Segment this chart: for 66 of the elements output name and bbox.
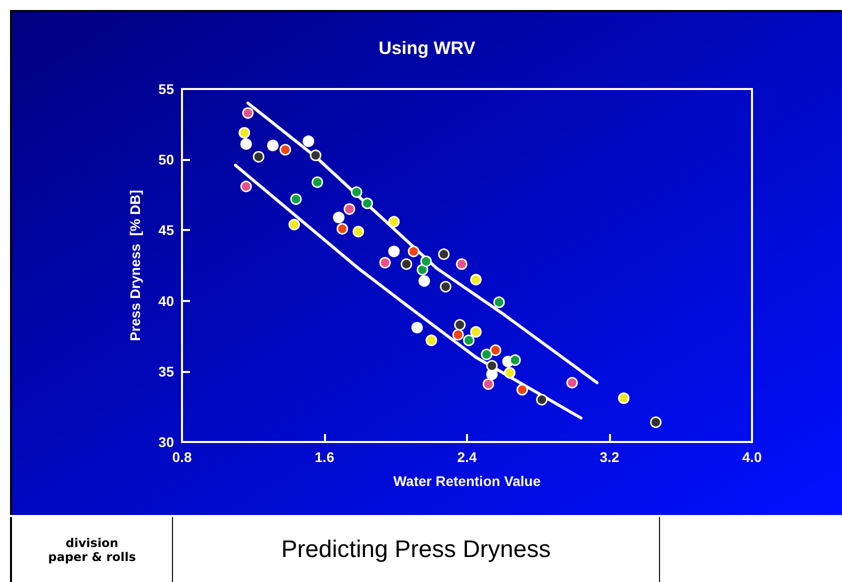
point bbox=[333, 212, 344, 224]
point bbox=[400, 258, 412, 270]
point bbox=[470, 326, 482, 338]
point bbox=[418, 275, 430, 287]
point bbox=[438, 248, 450, 260]
point bbox=[344, 203, 356, 215]
point bbox=[290, 193, 302, 205]
point bbox=[452, 328, 464, 340]
point bbox=[536, 394, 548, 406]
x-tick-label: 3.2 bbox=[600, 449, 620, 465]
text: Predicting Press Dryness bbox=[173, 517, 660, 582]
point bbox=[288, 218, 300, 230]
point bbox=[463, 334, 475, 346]
y-tick-label: 45 bbox=[158, 222, 174, 238]
point bbox=[493, 296, 505, 308]
chart-title: Using WRV bbox=[378, 38, 476, 58]
x-tick-label: 1.6 bbox=[314, 449, 334, 465]
point bbox=[379, 256, 391, 268]
point bbox=[411, 322, 423, 334]
y-tick-label: 50 bbox=[158, 152, 174, 168]
point bbox=[650, 416, 662, 428]
point bbox=[490, 344, 502, 356]
x-tick-label: 4.0 bbox=[742, 449, 762, 465]
point bbox=[242, 107, 254, 119]
point bbox=[336, 223, 348, 235]
point bbox=[408, 246, 420, 258]
point bbox=[352, 226, 364, 238]
point bbox=[267, 140, 279, 152]
point bbox=[252, 151, 264, 163]
point bbox=[416, 264, 428, 276]
point bbox=[516, 384, 528, 396]
point bbox=[350, 186, 362, 198]
point bbox=[280, 144, 292, 156]
x-tick-label: 2.4 bbox=[457, 449, 477, 465]
y-tick-label: 40 bbox=[158, 292, 174, 309]
point bbox=[486, 360, 498, 372]
point bbox=[482, 378, 494, 390]
point bbox=[420, 256, 432, 268]
x-tick-label: 0.8 bbox=[172, 449, 192, 465]
x-axis-title: Water Retention Value bbox=[393, 473, 541, 489]
point bbox=[456, 258, 468, 270]
point bbox=[302, 135, 314, 147]
point bbox=[362, 198, 373, 210]
line-series bbox=[246, 102, 599, 384]
point bbox=[388, 246, 400, 258]
text: division paper & rolls bbox=[12, 517, 173, 582]
point bbox=[388, 216, 400, 228]
y-axis-title: Press Dryness [% DB] bbox=[127, 190, 143, 341]
point bbox=[509, 354, 521, 366]
y-tick-label: 30 bbox=[158, 434, 174, 450]
line-series bbox=[234, 164, 582, 420]
point bbox=[440, 280, 452, 292]
point bbox=[504, 367, 516, 379]
point bbox=[470, 274, 482, 286]
point bbox=[566, 376, 578, 388]
point bbox=[310, 150, 322, 162]
point bbox=[312, 176, 324, 188]
point bbox=[240, 138, 252, 150]
y-tick-label: 35 bbox=[158, 363, 174, 380]
point bbox=[618, 392, 630, 404]
point bbox=[426, 334, 438, 346]
y-tick-label: 55 bbox=[158, 81, 174, 97]
point bbox=[238, 127, 250, 139]
point bbox=[454, 319, 466, 331]
point bbox=[480, 348, 492, 360]
point bbox=[240, 180, 252, 192]
